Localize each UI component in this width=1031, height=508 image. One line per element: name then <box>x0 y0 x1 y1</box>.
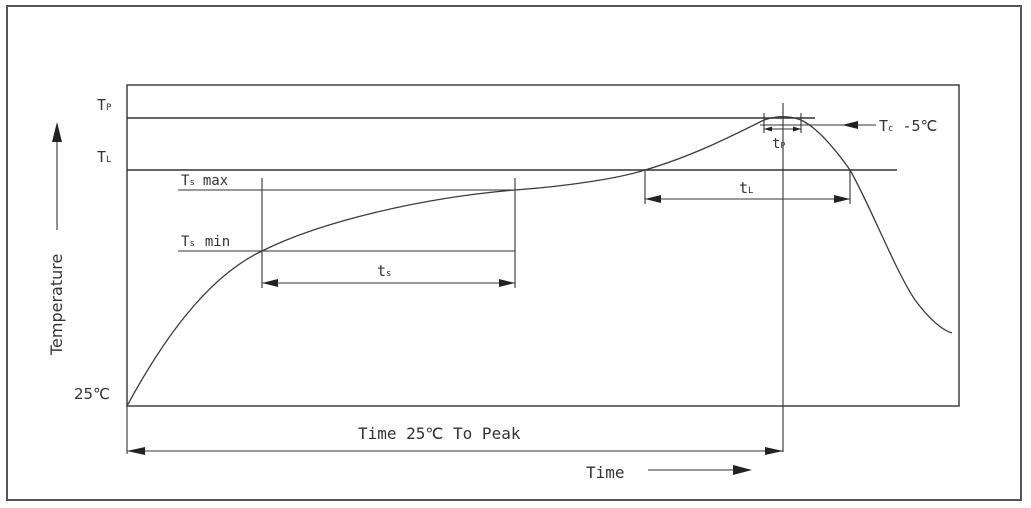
tl-label: TL <box>97 148 111 166</box>
tl-duration-arrow <box>645 195 850 203</box>
plot-border <box>126 84 960 407</box>
y-axis-label: Temperature <box>47 254 66 356</box>
x-axis-arrow <box>648 465 752 475</box>
temperature-profile-curve <box>126 116 953 407</box>
tp-label: TP <box>97 96 112 114</box>
tc-label: Tc -5℃ <box>879 117 937 135</box>
ts-min-label: Ts min <box>181 234 230 250</box>
y-axis-arrow <box>52 122 62 230</box>
ts-period-label: ts <box>377 262 391 280</box>
x-axis-label: Time <box>586 463 625 482</box>
tl-period-label: tL <box>739 179 753 197</box>
tp-duration-arrow <box>764 126 801 132</box>
tc-pointer-arrow <box>842 121 876 129</box>
diagram-frame <box>6 5 1022 501</box>
start-temp-label: 25℃ <box>74 385 110 403</box>
ts-max-label: Ts max <box>181 173 228 189</box>
time-to-peak-arrow <box>127 447 783 455</box>
time-to-peak-label: Time 25℃ To Peak <box>358 424 521 443</box>
ts-duration-arrow <box>262 279 515 287</box>
tp-period-label: tP <box>772 136 785 152</box>
